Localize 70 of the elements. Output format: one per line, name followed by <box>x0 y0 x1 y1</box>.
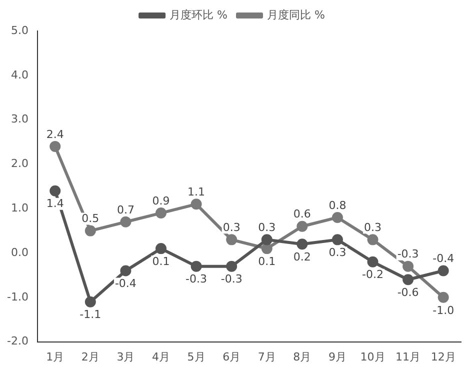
y-tick-label: 2.0 <box>10 157 28 170</box>
data-label: 0.9 <box>152 194 170 208</box>
data-label: -1.1 <box>80 308 102 322</box>
data-label: 0.6 <box>293 208 311 221</box>
point <box>190 198 202 210</box>
y-tick-label: -2.0 <box>6 334 28 348</box>
point <box>226 234 238 246</box>
point <box>155 243 166 254</box>
point <box>296 220 308 232</box>
data-label: 0.3 <box>222 221 240 234</box>
point <box>190 260 202 272</box>
data-label: -0.4 <box>432 252 454 266</box>
x-tick-label: 4月 <box>152 350 170 364</box>
x-tick-label: 3月 <box>116 350 135 364</box>
x-tick-label: 11月 <box>396 350 421 364</box>
data-label: 0.5 <box>82 212 100 226</box>
y-tick-label: -1.0 <box>6 290 28 304</box>
point <box>367 234 378 246</box>
point <box>438 265 449 276</box>
x-tick-label: 5月 <box>187 350 206 364</box>
y-tick-label: 1.0 <box>10 201 28 214</box>
data-label: 0.1 <box>258 254 276 268</box>
point <box>120 265 132 276</box>
point <box>50 140 61 152</box>
legend-label: 月度同比 % <box>267 8 325 22</box>
point <box>367 256 378 268</box>
data-label: 0.3 <box>328 246 346 260</box>
y-tick-label: 5.0 <box>10 24 28 37</box>
data-label: 0.8 <box>328 198 346 212</box>
x-tick-label: 1月 <box>46 350 64 364</box>
data-label: -1.0 <box>432 304 454 317</box>
data-label: -0.3 <box>397 248 419 261</box>
data-label: 1.1 <box>188 186 206 199</box>
data-label: 0.1 <box>152 254 170 268</box>
point <box>438 292 449 303</box>
point <box>84 225 96 236</box>
data-label: 0.3 <box>364 221 382 234</box>
data-label: 0.7 <box>116 203 134 216</box>
x-tick-label: 8月 <box>293 350 312 364</box>
data-label: 2.4 <box>46 128 64 141</box>
x-tick-label: 12月 <box>430 350 456 364</box>
data-label: 0.3 <box>258 221 276 234</box>
y-tick-label: 3.0 <box>10 112 28 126</box>
x-tick-label: 2月 <box>81 350 100 364</box>
data-label: -0.3 <box>220 272 242 286</box>
point <box>332 234 343 246</box>
x-tick-label: 7月 <box>258 350 276 364</box>
x-tick-label: 6月 <box>222 350 241 364</box>
point <box>226 260 238 272</box>
data-label: 0.2 <box>293 250 311 264</box>
legend-label: 月度环比 % <box>170 8 228 22</box>
point <box>402 274 414 286</box>
point <box>84 296 96 308</box>
data-label: -0.3 <box>186 272 208 286</box>
y-tick-label: 0.0 <box>10 246 28 259</box>
point <box>332 212 343 223</box>
data-label: -0.2 <box>362 268 384 282</box>
point <box>120 216 132 228</box>
data-label: 1.4 <box>46 197 64 210</box>
point <box>402 260 414 272</box>
point <box>155 208 166 219</box>
data-label: -0.6 <box>397 286 419 299</box>
point <box>296 238 308 250</box>
x-tick-label: 9月 <box>328 350 346 364</box>
x-tick-label: 10月 <box>360 350 386 364</box>
point <box>261 234 272 246</box>
data-label: -0.4 <box>114 277 136 290</box>
y-tick-label: 4.0 <box>10 68 28 82</box>
point <box>50 185 61 196</box>
point <box>261 243 272 254</box>
